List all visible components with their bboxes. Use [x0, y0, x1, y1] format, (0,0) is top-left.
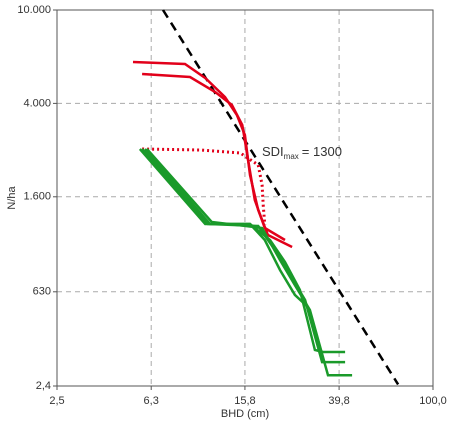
- x-axis-label: BHD (cm): [221, 408, 269, 420]
- series-line: [142, 147, 267, 226]
- series-line: [161, 9, 400, 386]
- plot-frame: [56, 9, 434, 387]
- annotation-text: SDI: [262, 144, 284, 159]
- y-tick-label: 1.600: [23, 191, 51, 203]
- x-tick-label: 6,3: [144, 395, 159, 407]
- series-line: [145, 148, 353, 377]
- x-tick-label: 15,8: [234, 395, 255, 407]
- annotation-sub: max: [284, 152, 299, 161]
- series-line: [142, 72, 286, 242]
- y-tick-label: 630: [33, 286, 51, 298]
- series-line: [138, 148, 308, 307]
- y-tick-label: 4.000: [23, 97, 51, 109]
- y-axis-label: N/ha: [6, 186, 18, 210]
- x-tick-label: 100,0: [419, 395, 447, 407]
- y-tick-label: 10.000: [17, 4, 51, 16]
- x-tick-label: 2,5: [49, 395, 64, 407]
- y-tick-label: 2,4: [36, 380, 51, 392]
- annotation: SDImax = 1300: [262, 144, 342, 161]
- annotation-rest: = 1300: [302, 144, 342, 159]
- x-tick-label: 39,8: [328, 395, 349, 407]
